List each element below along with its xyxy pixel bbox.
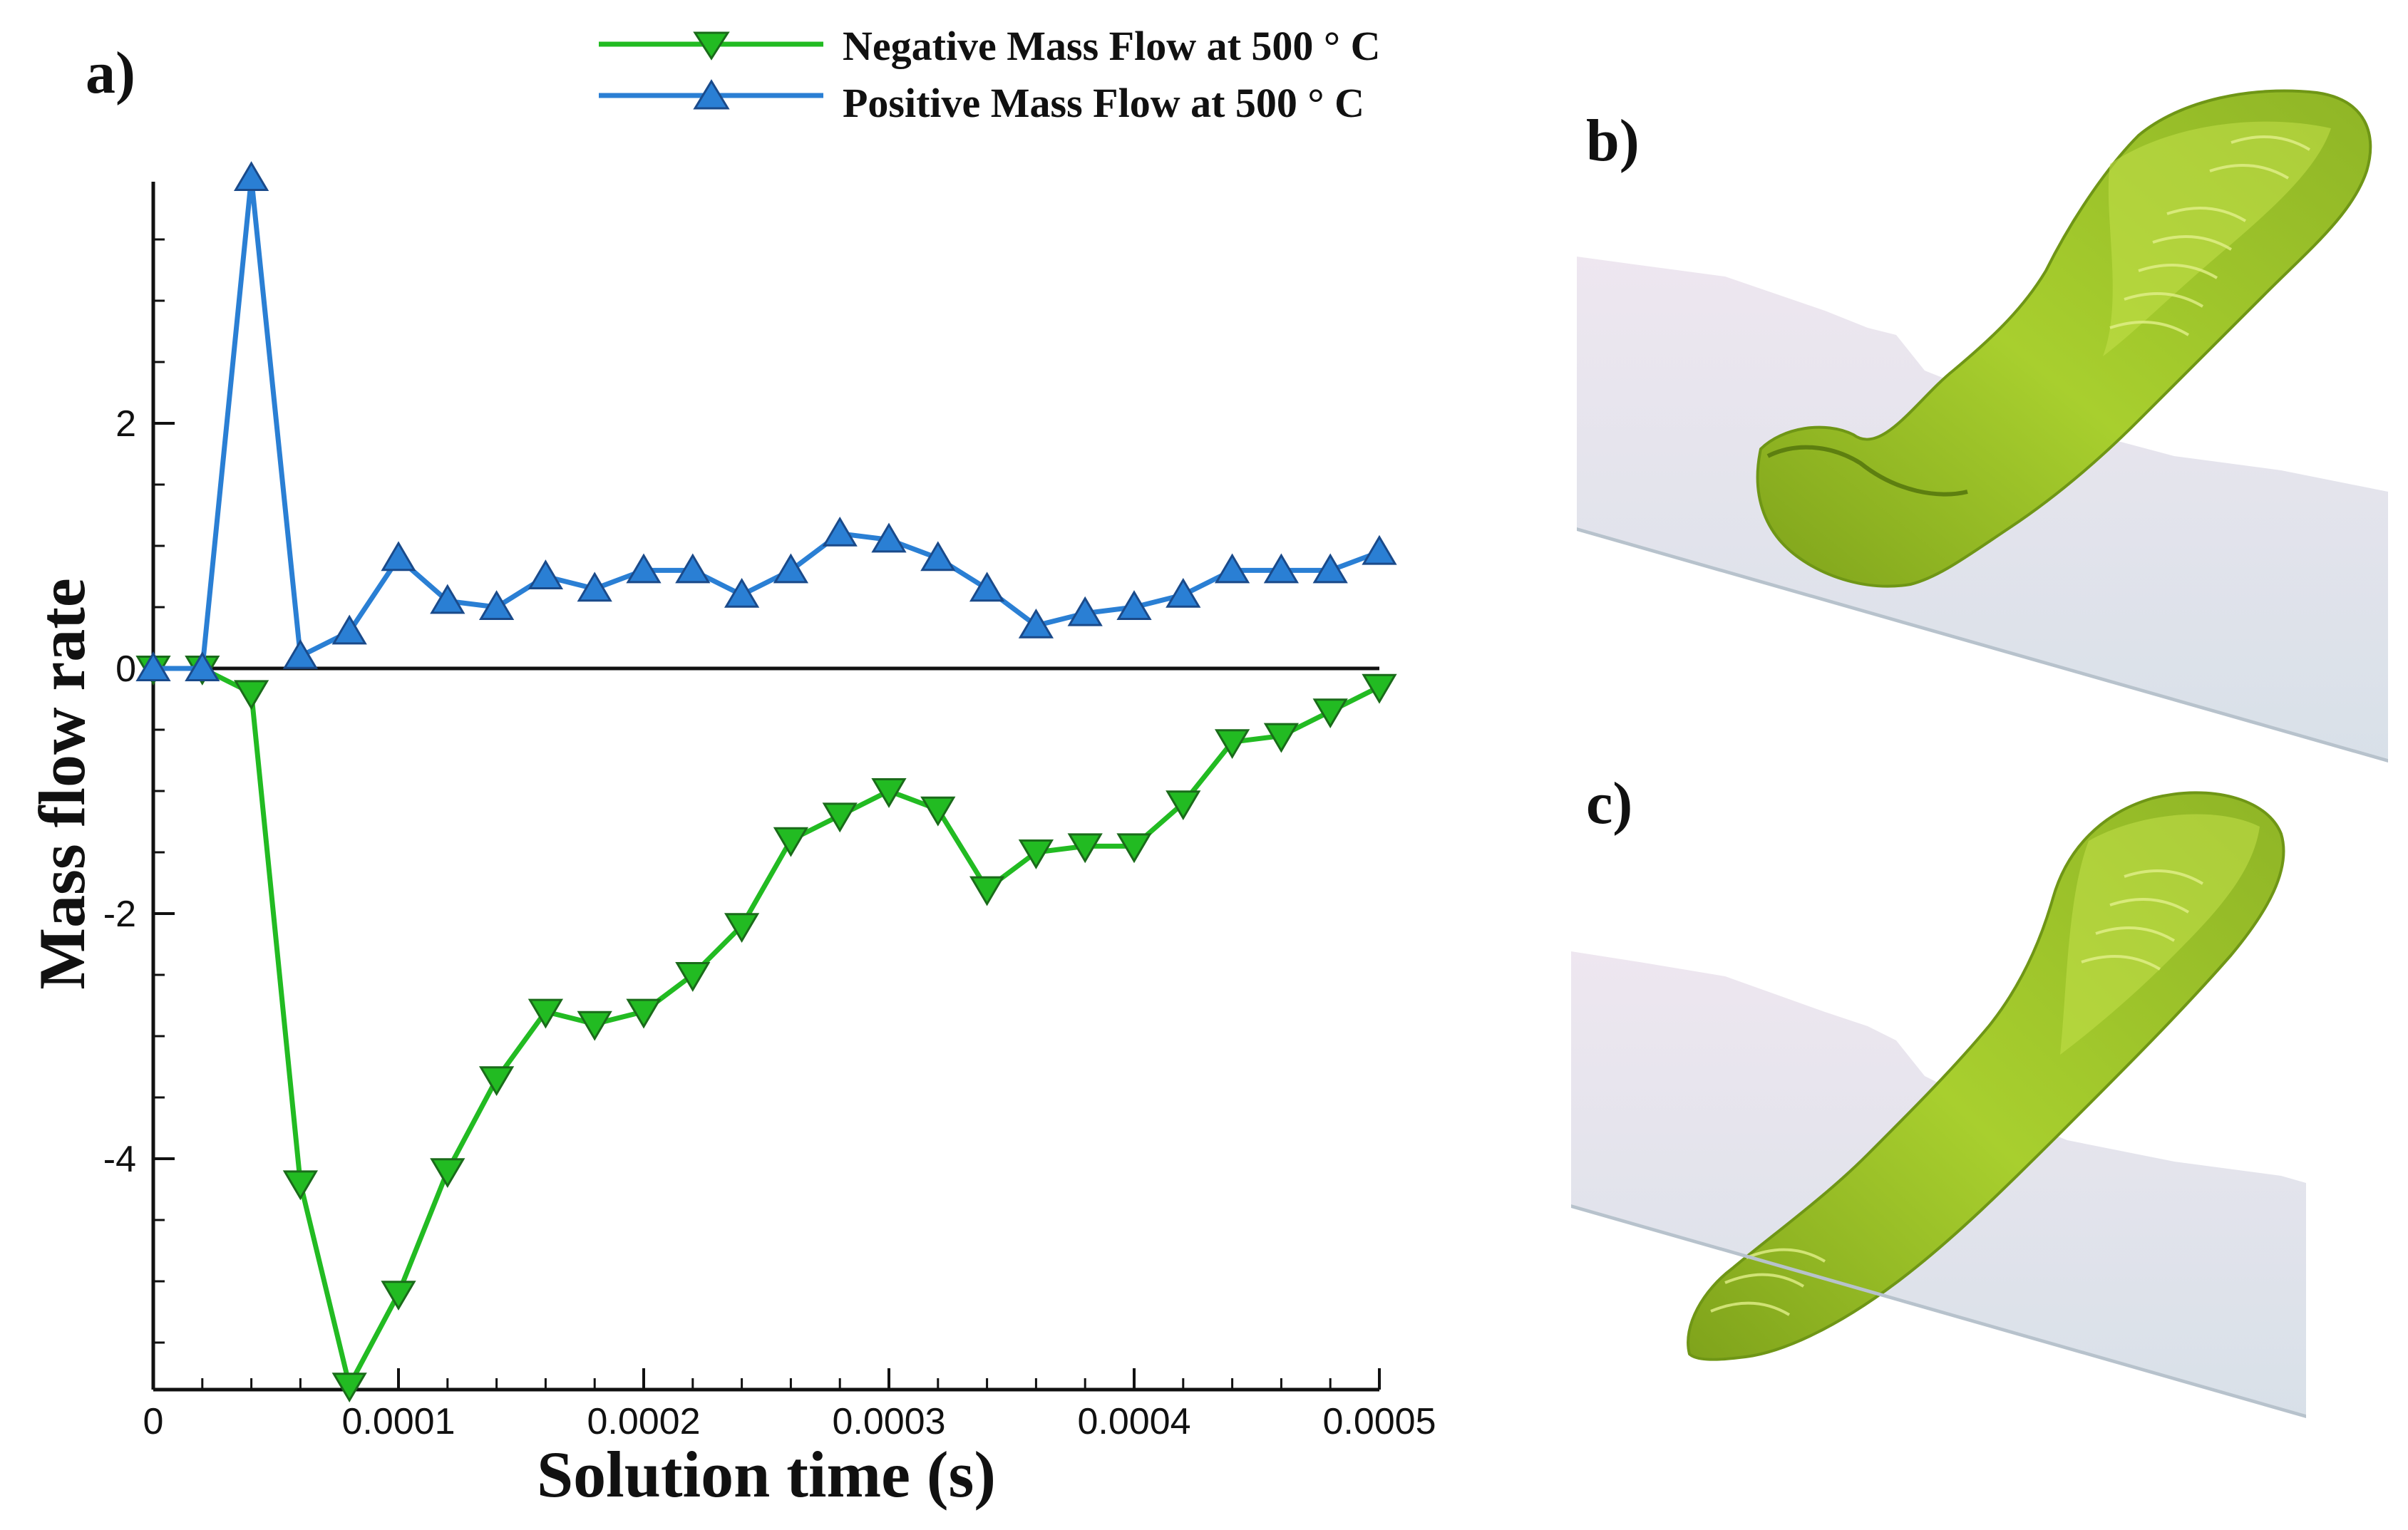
data-point bbox=[135, 651, 171, 681]
data-point bbox=[675, 962, 711, 992]
x-tick-label: 0.0005 bbox=[1322, 1401, 1436, 1442]
data-point bbox=[478, 1066, 515, 1097]
data-point bbox=[1116, 590, 1152, 620]
data-point bbox=[1067, 596, 1103, 626]
data-point bbox=[724, 577, 760, 608]
data-point bbox=[871, 522, 907, 553]
data-point bbox=[1362, 534, 1397, 565]
data-point bbox=[969, 876, 1005, 906]
data-point bbox=[920, 541, 956, 572]
data-point bbox=[1166, 577, 1201, 608]
x-tick-label: 0 bbox=[143, 1401, 164, 1442]
data-point bbox=[1214, 553, 1250, 584]
series-line bbox=[153, 666, 1381, 1388]
data-point bbox=[1166, 790, 1201, 821]
surface-ripples-c bbox=[1710, 869, 2204, 1316]
x-tick-label: 0.0003 bbox=[832, 1401, 945, 1442]
slab-front-face-b bbox=[1577, 527, 2388, 763]
legend-label-negative: Negative Mass Flow at 500 ° C bbox=[843, 23, 1381, 69]
data-point bbox=[430, 584, 465, 614]
data-point bbox=[773, 827, 809, 857]
surface-render-c bbox=[1571, 791, 2306, 1418]
slab-front-face-c bbox=[1571, 1204, 2306, 1418]
data-point bbox=[1312, 553, 1348, 584]
data-point bbox=[331, 1373, 367, 1403]
data-point bbox=[1263, 723, 1300, 753]
y-tick-label: 2 bbox=[115, 403, 136, 445]
data-point bbox=[282, 1170, 319, 1201]
x-tick-label: 0.0004 bbox=[1077, 1401, 1190, 1442]
data-point bbox=[528, 559, 564, 589]
data-point bbox=[528, 998, 564, 1029]
y-ticks: 2 0 -2 -4 bbox=[103, 238, 175, 1344]
y-tick-label: -2 bbox=[103, 894, 136, 935]
data-point bbox=[1067, 833, 1103, 864]
series-negative bbox=[135, 656, 1397, 1403]
data-point bbox=[1263, 553, 1300, 584]
panel-label-b: b) bbox=[1586, 108, 1640, 174]
data-point bbox=[724, 913, 760, 944]
data-point bbox=[822, 802, 858, 833]
legend-marker-positive bbox=[693, 79, 730, 110]
series-positive bbox=[135, 161, 1397, 681]
melt-pool-rim-b bbox=[1766, 445, 1968, 497]
x-tick-label: 0.0001 bbox=[341, 1401, 455, 1442]
panel-label-a: a) bbox=[86, 40, 135, 106]
surface-render-b bbox=[1577, 89, 2388, 763]
y-tick-label: -4 bbox=[103, 1139, 136, 1180]
chart: 0 0.0001 0.0002 0.0003 0.0004 0.0005 2 0 -2 -4 S… bbox=[26, 23, 1436, 1511]
data-point bbox=[430, 1158, 465, 1189]
x-ticks: 0 0.0001 0.0002 0.0003 0.0004 0.0005 bbox=[143, 1368, 1436, 1442]
data-point bbox=[381, 1281, 416, 1311]
data-point bbox=[185, 651, 220, 681]
data-point bbox=[1018, 608, 1054, 639]
data-point bbox=[1214, 729, 1250, 760]
data-point bbox=[233, 680, 269, 710]
data-point bbox=[478, 590, 515, 620]
panel-label-c: c) bbox=[1586, 770, 1632, 837]
data-point bbox=[773, 553, 809, 584]
data-point bbox=[1116, 833, 1152, 864]
y-axis-title: Mass flow rate bbox=[26, 578, 98, 989]
data-point bbox=[969, 572, 1005, 602]
data-point bbox=[626, 553, 662, 584]
series-layer bbox=[135, 161, 1397, 1403]
surface-ripples-b bbox=[2109, 135, 2311, 336]
data-point bbox=[331, 614, 367, 645]
series-line bbox=[153, 175, 1381, 671]
data-point bbox=[577, 1010, 612, 1041]
legend-label-positive: Positive Mass Flow at 500 ° C bbox=[843, 80, 1364, 126]
data-point bbox=[871, 778, 907, 808]
data-point bbox=[233, 161, 269, 191]
data-point bbox=[1362, 673, 1397, 704]
data-point bbox=[282, 639, 319, 669]
x-tick-label: 0.0002 bbox=[587, 1401, 700, 1442]
data-point bbox=[1018, 839, 1054, 869]
data-point bbox=[920, 796, 956, 827]
melt-pool-highlight-b bbox=[2103, 121, 2331, 356]
legend: Negative Mass Flow at 500 ° C Positive M… bbox=[599, 23, 1381, 126]
x-axis-title: Solution time (s) bbox=[537, 1438, 996, 1511]
data-point bbox=[1312, 698, 1348, 729]
y-tick-label: 0 bbox=[115, 648, 136, 690]
legend-marker-negative bbox=[693, 31, 730, 61]
data-point bbox=[577, 572, 612, 602]
data-point bbox=[626, 998, 662, 1029]
data-point bbox=[675, 553, 711, 584]
data-point bbox=[381, 541, 416, 572]
data-point bbox=[822, 516, 858, 547]
